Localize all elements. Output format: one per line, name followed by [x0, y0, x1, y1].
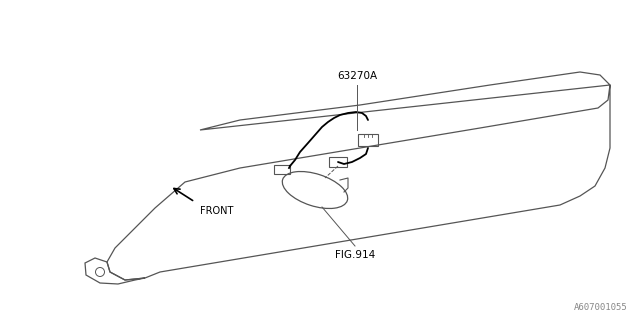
Text: 63270A: 63270A — [337, 71, 377, 81]
Text: A607001055: A607001055 — [574, 303, 628, 312]
Text: FIG.914: FIG.914 — [335, 250, 375, 260]
Text: FRONT: FRONT — [200, 206, 234, 216]
